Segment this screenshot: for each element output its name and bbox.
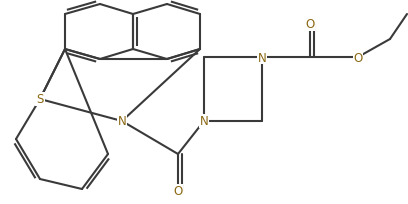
Text: N: N bbox=[200, 115, 208, 128]
Text: S: S bbox=[36, 93, 44, 106]
Text: O: O bbox=[353, 51, 363, 64]
Text: O: O bbox=[173, 185, 183, 197]
Text: N: N bbox=[118, 115, 126, 128]
Text: O: O bbox=[305, 18, 315, 31]
Text: N: N bbox=[257, 51, 266, 64]
